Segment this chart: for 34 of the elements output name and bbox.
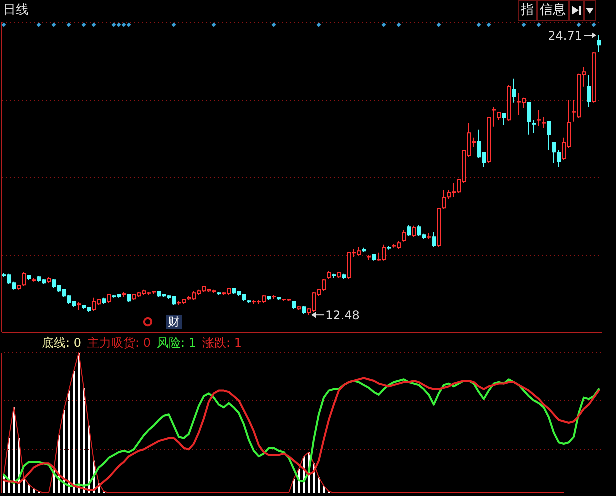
candlestick xyxy=(532,120,536,134)
text: 底线: 0 xyxy=(42,336,82,350)
candlestick xyxy=(587,74,591,108)
text: 信息 xyxy=(537,0,569,21)
bar xyxy=(318,478,320,493)
candlestick xyxy=(432,232,436,248)
chart-title: 日线 xyxy=(3,3,29,18)
candlestick xyxy=(492,106,496,128)
bar xyxy=(78,353,80,493)
candlestick xyxy=(537,110,541,127)
candlestick xyxy=(22,272,26,287)
candlestick xyxy=(407,224,411,236)
candlestick xyxy=(527,102,531,136)
candlestick xyxy=(402,230,406,242)
candlestick xyxy=(502,112,506,126)
legend-label: 主力吸货: 0 xyxy=(88,336,151,350)
text: 指 xyxy=(518,0,537,21)
candlestick xyxy=(442,190,446,210)
annotation: 24.71 xyxy=(548,28,582,43)
candlestick xyxy=(412,225,416,238)
bar xyxy=(73,371,75,493)
candlestick xyxy=(547,120,551,151)
candlestick xyxy=(597,34,601,52)
annotation: 财 xyxy=(166,315,182,329)
candlestick xyxy=(557,150,561,168)
bar xyxy=(28,484,30,493)
annotation: 12.48 xyxy=(326,308,360,322)
bar xyxy=(83,388,85,493)
text: 涨跌: 1 xyxy=(202,336,242,350)
candlestick xyxy=(512,78,516,104)
candlestick xyxy=(542,116,546,129)
candlestick xyxy=(552,142,556,164)
bar xyxy=(68,390,70,493)
text: 风险: 1 xyxy=(157,336,196,350)
